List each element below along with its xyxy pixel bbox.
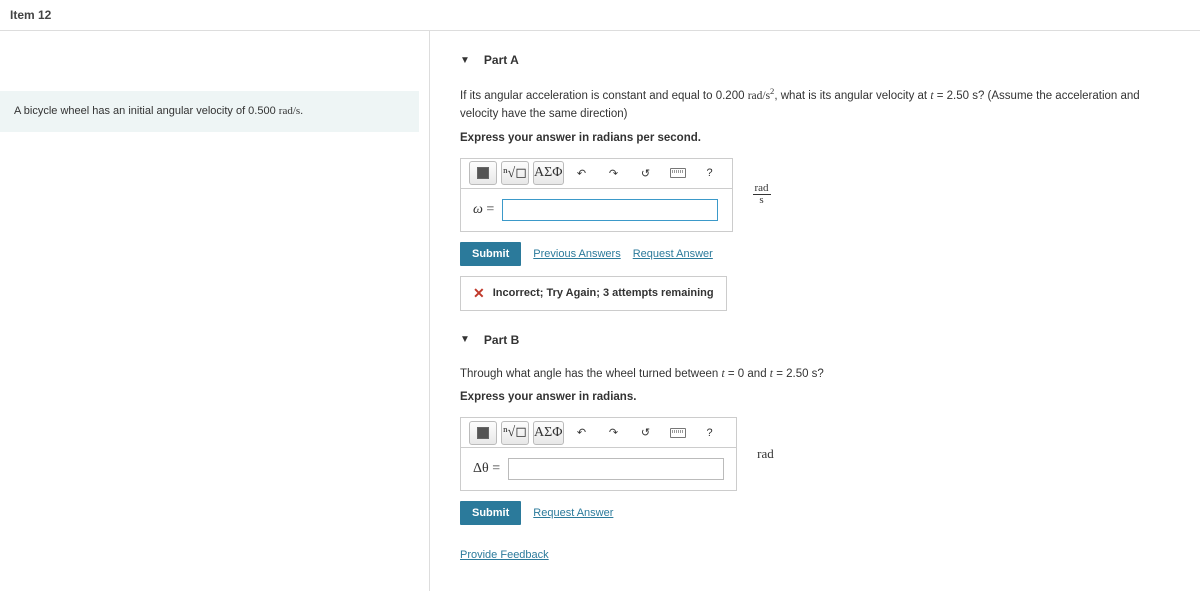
request-answer-link-a[interactable]: Request Answer — [633, 248, 713, 260]
help-button[interactable]: ? — [696, 421, 724, 445]
provide-feedback[interactable]: Provide Feedback — [460, 547, 1170, 561]
redo-button[interactable]: ↷ — [600, 161, 628, 185]
previous-answers-link[interactable]: Previous Answers — [533, 248, 620, 260]
reset-button[interactable]: ↺ — [632, 421, 660, 445]
toolbar-a: ⁿ√◻ ΑΣΦ ↶ ↷ ↺ ? — [461, 159, 732, 189]
keyboard-icon — [670, 428, 686, 438]
keyboard-icon — [670, 168, 686, 178]
part-b-label: Δθ = — [473, 461, 500, 477]
right-pane: ▼ Part A If its angular acceleration is … — [430, 31, 1200, 591]
feedback-text: Incorrect; Try Again; 3 attempts remaini… — [493, 287, 714, 299]
part-a-instruct: Express your answer in radians per secon… — [460, 132, 1170, 144]
left-pane: A bicycle wheel has an initial angular v… — [0, 31, 430, 591]
math-root-button[interactable]: ⁿ√◻ — [501, 161, 529, 185]
undo-button[interactable]: ↶ — [568, 421, 596, 445]
qb-text3: = 2.50 s? — [773, 368, 824, 380]
main-container: A bicycle wheel has an initial angular v… — [0, 31, 1200, 591]
part-a-header[interactable]: ▼ Part A — [460, 53, 1170, 67]
part-a-title: Part A — [484, 53, 519, 67]
part-a-actions: Submit Previous Answers Request Answer — [460, 242, 1170, 266]
qb-text2: = 0 and — [725, 368, 770, 380]
part-b: ▼ Part B Through what angle has the whee… — [460, 333, 1170, 525]
part-a-feedback: ✕ Incorrect; Try Again; 3 attempts remai… — [460, 276, 727, 311]
qa-text2: , what is its angular velocity at — [774, 90, 930, 102]
template-button[interactable] — [469, 421, 497, 445]
submit-button-a[interactable]: Submit — [460, 242, 521, 266]
greek-button[interactable]: ΑΣΦ — [533, 421, 564, 445]
part-a: ▼ Part A If its angular acceleration is … — [460, 53, 1170, 311]
part-a-input[interactable] — [502, 199, 718, 221]
part-b-instruct: Express your answer in radians. — [460, 391, 1170, 403]
qa-unit: rad/s2 — [748, 90, 775, 102]
problem-unit: rad/s — [279, 105, 300, 117]
part-b-question: Through what angle has the wheel turned … — [460, 365, 1170, 383]
part-a-question: If its angular acceleration is constant … — [460, 85, 1170, 124]
reset-button[interactable]: ↺ — [632, 161, 660, 185]
collapse-icon: ▼ — [460, 55, 470, 66]
part-b-title: Part B — [484, 333, 519, 347]
problem-text-1: A bicycle wheel has an initial angular v… — [14, 105, 279, 117]
keyboard-button[interactable] — [664, 161, 692, 185]
help-button[interactable]: ? — [696, 161, 724, 185]
provide-feedback-link[interactable]: Provide Feedback — [460, 549, 549, 561]
math-root-button[interactable]: ⁿ√◻ — [501, 421, 529, 445]
part-a-input-row: ω = — [461, 189, 732, 231]
problem-statement: A bicycle wheel has an initial angular v… — [0, 91, 419, 132]
problem-text-2: . — [300, 105, 303, 117]
qb-text1: Through what angle has the wheel turned … — [460, 368, 722, 380]
submit-button-b[interactable]: Submit — [460, 501, 521, 525]
redo-button[interactable]: ↷ — [600, 421, 628, 445]
error-icon: ✕ — [473, 285, 485, 302]
part-b-header[interactable]: ▼ Part B — [460, 333, 1170, 347]
collapse-icon: ▼ — [460, 334, 470, 345]
template-button[interactable] — [469, 161, 497, 185]
request-answer-link-b[interactable]: Request Answer — [533, 507, 613, 519]
undo-button[interactable]: ↶ — [568, 161, 596, 185]
toolbar-b: ⁿ√◻ ΑΣΦ ↶ ↷ ↺ ? — [461, 418, 736, 448]
part-b-answer-block: ⁿ√◻ ΑΣΦ ↶ ↷ ↺ ? Δθ = — [460, 417, 737, 491]
part-b-input-row: Δθ = — [461, 448, 736, 490]
greek-button[interactable]: ΑΣΦ — [533, 161, 564, 185]
part-b-unit: rad — [757, 446, 774, 462]
part-a-unit: rads — [753, 183, 771, 206]
item-header: Item 12 — [0, 0, 1200, 31]
part-b-input[interactable] — [508, 458, 724, 480]
part-b-actions: Submit Request Answer — [460, 501, 1170, 525]
part-a-label: ω = — [473, 202, 494, 218]
keyboard-button[interactable] — [664, 421, 692, 445]
qa-text1: If its angular acceleration is constant … — [460, 90, 748, 102]
part-a-answer-block: ⁿ√◻ ΑΣΦ ↶ ↷ ↺ ? ω = — [460, 158, 733, 232]
